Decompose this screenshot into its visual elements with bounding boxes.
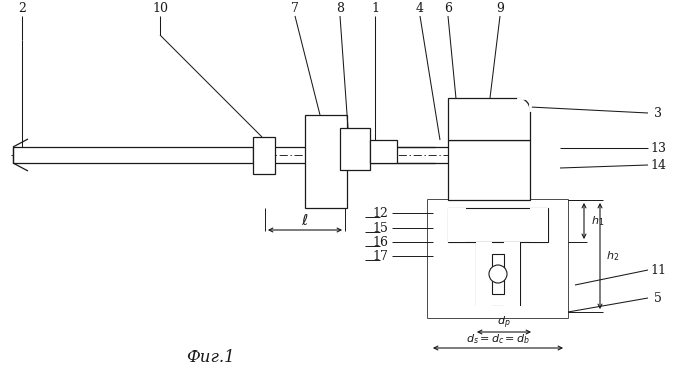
Text: 10: 10 [152, 1, 168, 15]
Bar [476, 242, 520, 306]
Bar [504, 242, 520, 306]
Text: $h_2$: $h_2$ [606, 249, 620, 263]
Text: 7: 7 [291, 1, 299, 15]
Text: $h_1$: $h_1$ [592, 214, 605, 228]
Text: $d_s = d_c = d_b$: $d_s = d_c = d_b$ [466, 332, 530, 346]
Text: 5: 5 [654, 291, 662, 304]
Text: Фиг.1: Фиг.1 [186, 349, 234, 367]
Bar [370, 140, 397, 163]
Text: 3: 3 [654, 107, 662, 120]
Text: 17: 17 [372, 249, 388, 263]
Circle shape [489, 265, 507, 283]
Text: $d_p$: $d_p$ [497, 315, 511, 331]
Bar [340, 128, 370, 170]
Text: 6: 6 [444, 1, 452, 15]
Text: 2: 2 [18, 1, 26, 15]
Bar [13, 147, 253, 163]
Bar [428, 200, 568, 318]
Bar [428, 306, 568, 318]
Text: 13: 13 [650, 141, 666, 154]
Bar [253, 137, 275, 174]
Bar [476, 242, 492, 306]
Bar [448, 98, 530, 140]
Bar [305, 115, 347, 208]
Bar [448, 140, 530, 200]
Bar [530, 208, 548, 242]
Text: 4: 4 [416, 1, 424, 15]
Bar [448, 208, 466, 242]
Text: 16: 16 [372, 236, 388, 248]
Bar [428, 200, 568, 318]
Text: 12: 12 [372, 206, 388, 220]
Text: 8: 8 [336, 1, 344, 15]
Text: 1: 1 [371, 1, 379, 15]
Bar [492, 254, 504, 294]
Text: 9: 9 [496, 1, 504, 15]
Text: 14: 14 [650, 159, 666, 172]
Bar [448, 208, 548, 242]
Text: 15: 15 [372, 221, 388, 234]
Text: $\ell$: $\ell$ [301, 212, 309, 227]
Text: 11: 11 [650, 264, 666, 276]
